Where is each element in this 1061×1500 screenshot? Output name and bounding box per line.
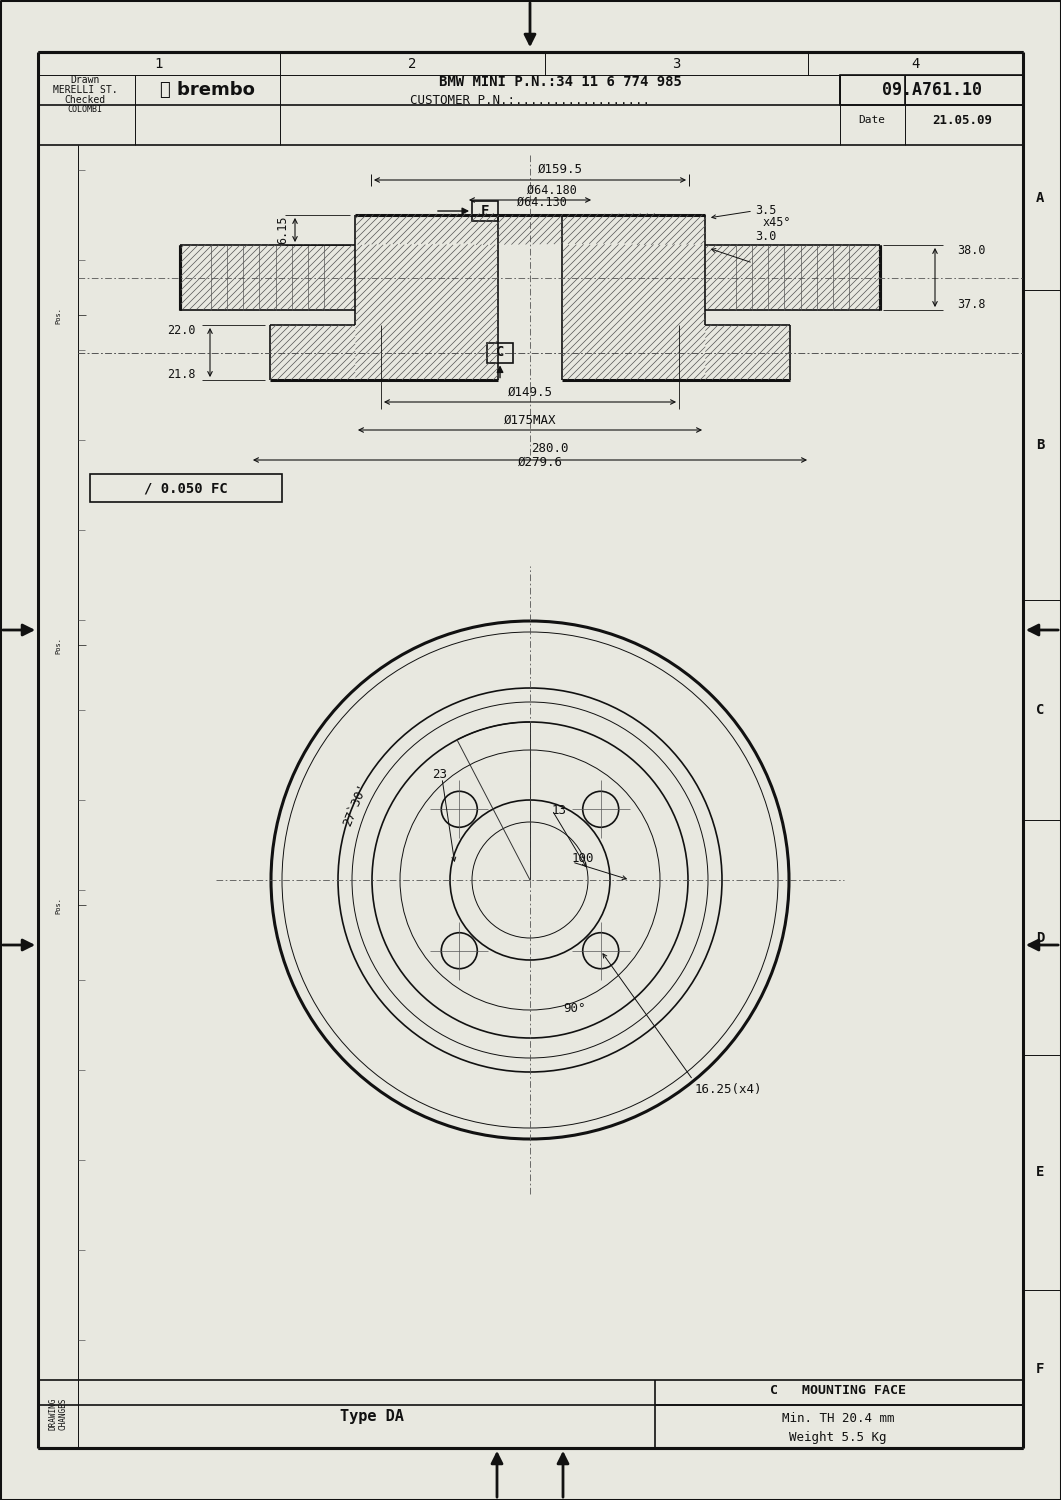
- Text: Pos.: Pos.: [55, 636, 60, 654]
- Text: 09.A761.10: 09.A761.10: [882, 81, 982, 99]
- Text: F: F: [481, 204, 489, 218]
- Text: F: F: [1036, 1362, 1044, 1376]
- Text: C: C: [1036, 704, 1044, 717]
- Text: CUSTOMER P.N.:..................: CUSTOMER P.N.:..................: [410, 93, 650, 106]
- Text: 3.0: 3.0: [755, 230, 777, 243]
- Text: 100: 100: [572, 852, 594, 864]
- Text: 16.25(x4): 16.25(x4): [695, 1083, 763, 1096]
- Text: DRAWING
CHANGES: DRAWING CHANGES: [49, 1398, 68, 1429]
- Text: 21.8: 21.8: [168, 368, 196, 381]
- Text: Min. TH 20.4 mm: Min. TH 20.4 mm: [782, 1412, 894, 1425]
- Text: C   MOUNTING FACE: C MOUNTING FACE: [770, 1383, 906, 1396]
- Text: Ø64.130: Ø64.130: [517, 195, 567, 208]
- Text: / 0.050 FC: / 0.050 FC: [144, 482, 228, 495]
- Text: Ø279.6: Ø279.6: [518, 456, 562, 468]
- Text: Weight 5.5 Kg: Weight 5.5 Kg: [789, 1431, 887, 1444]
- Text: Checked: Checked: [65, 94, 105, 105]
- Text: A: A: [1036, 190, 1044, 204]
- Bar: [472, 201, 498, 220]
- Text: 1: 1: [155, 57, 163, 70]
- Text: x45°: x45°: [763, 216, 792, 229]
- Text: 3.5: 3.5: [755, 204, 777, 216]
- Text: 38.0: 38.0: [957, 244, 986, 258]
- Text: Ø159.5: Ø159.5: [538, 162, 582, 176]
- Text: Drawn: Drawn: [70, 75, 100, 86]
- Text: 4: 4: [911, 57, 920, 70]
- Text: Ø175MAX: Ø175MAX: [504, 414, 556, 426]
- Text: 23: 23: [433, 768, 448, 782]
- Text: C: C: [495, 345, 504, 360]
- Text: MERELLI ST.: MERELLI ST.: [53, 86, 118, 94]
- Text: BMW MINI P.N.:34 11 6 774 985: BMW MINI P.N.:34 11 6 774 985: [438, 75, 681, 88]
- Text: Ⓡ brembo: Ⓡ brembo: [159, 81, 255, 99]
- Bar: [90, 474, 282, 502]
- Text: B: B: [1036, 438, 1044, 452]
- Text: 21.05.09: 21.05.09: [932, 114, 992, 126]
- Text: Pos.: Pos.: [55, 897, 60, 914]
- Text: COLOMBI: COLOMBI: [68, 105, 103, 114]
- Text: E: E: [1036, 1166, 1044, 1179]
- Text: 280.0: 280.0: [532, 441, 569, 454]
- Text: 27`30': 27`30': [341, 782, 369, 828]
- Text: Ø64.180: Ø64.180: [527, 183, 577, 196]
- Text: Ø149.5: Ø149.5: [507, 386, 553, 399]
- Bar: [840, 75, 1023, 105]
- Text: 22.0: 22.0: [168, 324, 196, 338]
- Text: 6.15: 6.15: [277, 216, 290, 244]
- Text: 2: 2: [408, 57, 417, 70]
- Text: Pos.: Pos.: [55, 306, 60, 324]
- Text: Date: Date: [858, 116, 886, 124]
- Text: 3: 3: [673, 57, 681, 70]
- Text: Type DA: Type DA: [340, 1410, 404, 1425]
- Text: 13: 13: [552, 804, 567, 816]
- Text: 90°: 90°: [563, 1002, 587, 1014]
- Bar: [487, 342, 514, 363]
- Text: 37.8: 37.8: [957, 297, 986, 310]
- Text: D: D: [1036, 930, 1044, 945]
